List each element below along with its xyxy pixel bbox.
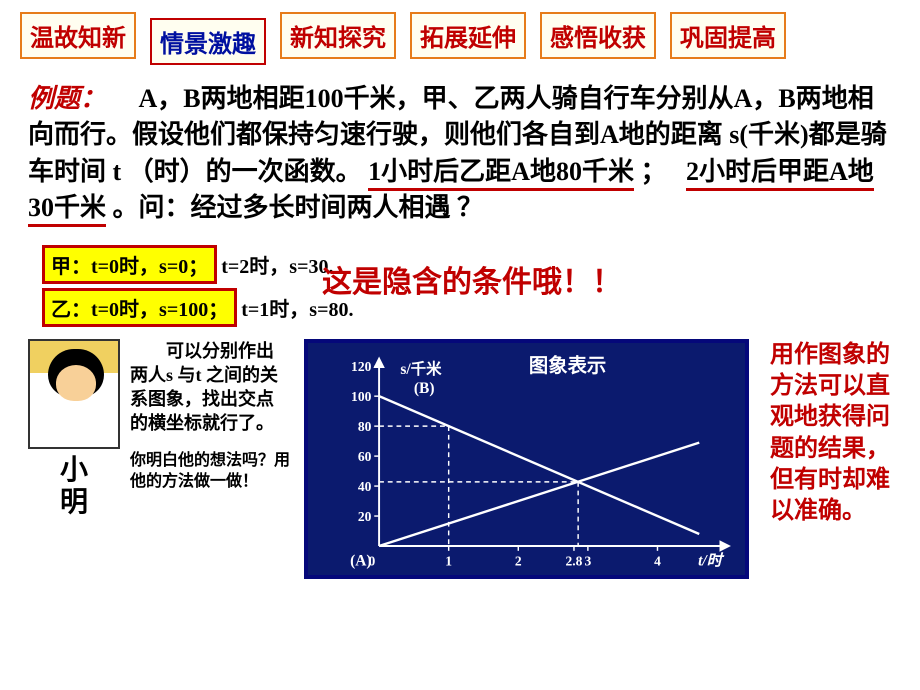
svg-text:100: 100 bbox=[351, 389, 372, 404]
tab-1[interactable]: 情景激趣 bbox=[150, 18, 266, 65]
svg-text:120: 120 bbox=[351, 359, 372, 374]
hidden-hint: 这是隐含的条件哦！！ bbox=[322, 257, 622, 301]
tab-0[interactable]: 温故知新 bbox=[20, 12, 136, 59]
svg-text:40: 40 bbox=[358, 478, 372, 493]
cond-jia-ext: t=2时，s=30. bbox=[221, 250, 333, 279]
tab-4[interactable]: 感悟收获 bbox=[540, 12, 656, 59]
underline-1: 1小时后乙距A地80千米 bbox=[368, 157, 634, 191]
xiaoming-question: 你明白他的想法吗？用他的方法做一做！ bbox=[130, 450, 290, 493]
svg-text:(A): (A) bbox=[350, 552, 371, 569]
problem-body-b: ； bbox=[640, 157, 679, 186]
cond-jia-box: 甲：t=0时，s=0； bbox=[42, 245, 217, 284]
svg-text:图象表示: 图象表示 bbox=[529, 354, 606, 377]
conditions-block: 甲：t=0时，s=0； t=2时，s=30. 乙：t=0时，s=100； t=1… bbox=[42, 245, 920, 327]
tab-2[interactable]: 新知探究 bbox=[280, 12, 396, 59]
cond-yi-box: 乙：t=0时，s=100； bbox=[42, 288, 237, 327]
svg-text:20: 20 bbox=[358, 508, 372, 523]
tab-5[interactable]: 巩固提高 bbox=[670, 12, 786, 59]
svg-text:4: 4 bbox=[654, 553, 661, 568]
svg-text:80: 80 bbox=[358, 419, 372, 434]
problem-body-c: 。问：经过多长时间两人相遇 ？ bbox=[113, 193, 484, 222]
svg-text:1: 1 bbox=[445, 553, 452, 568]
problem-text: 例题： A，B两地相距100千米，甲、乙两人骑自行车分别从A，B两地相向而行。假… bbox=[0, 71, 920, 237]
svg-text:s/千米: s/千米 bbox=[400, 358, 442, 377]
svg-text:60: 60 bbox=[358, 448, 372, 463]
chart-container: 20406080100120122.8340(A)s/千米t/时图象表示(B) bbox=[304, 339, 749, 579]
xiaoming-avatar bbox=[28, 339, 120, 449]
svg-text:(B): (B) bbox=[414, 380, 435, 397]
example-label: 例题： bbox=[28, 84, 106, 113]
svg-text:3: 3 bbox=[585, 553, 592, 568]
line-chart: 20406080100120122.8340(A)s/千米t/时图象表示(B) bbox=[308, 343, 745, 575]
xiaoming-bubble: 可以分别作出两人s 与t 之间的关系图象，找出交点的横坐标就行了。 bbox=[130, 339, 290, 436]
tab-3[interactable]: 拓展延伸 bbox=[410, 12, 526, 59]
svg-text:2: 2 bbox=[515, 553, 522, 568]
xiaoming-name: 小 明 bbox=[28, 455, 120, 519]
svg-text:t/时: t/时 bbox=[698, 551, 725, 569]
tab-bar: 温故知新情景激趣新知探究拓展延伸感悟收获巩固提高 bbox=[0, 0, 920, 71]
svg-text:2.8: 2.8 bbox=[566, 553, 583, 568]
